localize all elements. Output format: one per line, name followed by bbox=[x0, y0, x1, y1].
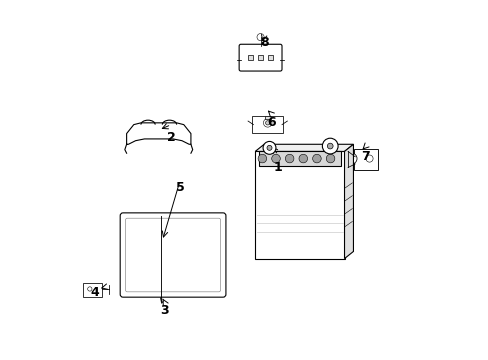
Bar bbox=[257, 55, 263, 60]
Text: 1: 1 bbox=[273, 161, 282, 174]
Circle shape bbox=[265, 121, 269, 125]
Text: 8: 8 bbox=[259, 36, 268, 49]
FancyBboxPatch shape bbox=[252, 116, 283, 133]
Bar bbox=[258, 152, 340, 166]
Circle shape bbox=[325, 154, 334, 163]
Circle shape bbox=[312, 154, 321, 163]
Circle shape bbox=[326, 143, 332, 149]
Text: 3: 3 bbox=[160, 304, 168, 317]
Bar bbox=[267, 55, 273, 60]
Circle shape bbox=[263, 141, 275, 154]
FancyBboxPatch shape bbox=[353, 149, 377, 170]
Polygon shape bbox=[344, 144, 353, 258]
FancyBboxPatch shape bbox=[239, 44, 282, 71]
FancyBboxPatch shape bbox=[255, 152, 344, 258]
Text: 4: 4 bbox=[90, 286, 99, 299]
Text: 2: 2 bbox=[166, 131, 175, 144]
Circle shape bbox=[349, 157, 353, 161]
Text: 5: 5 bbox=[176, 181, 184, 194]
Text: 7: 7 bbox=[361, 150, 369, 163]
Circle shape bbox=[346, 153, 356, 164]
Circle shape bbox=[258, 154, 266, 163]
FancyBboxPatch shape bbox=[120, 213, 225, 297]
Text: 6: 6 bbox=[266, 116, 275, 129]
Circle shape bbox=[87, 287, 92, 291]
Circle shape bbox=[266, 145, 271, 150]
FancyBboxPatch shape bbox=[83, 283, 102, 297]
Circle shape bbox=[257, 33, 264, 41]
Circle shape bbox=[285, 154, 293, 163]
Circle shape bbox=[365, 155, 372, 162]
Circle shape bbox=[271, 154, 280, 163]
Circle shape bbox=[263, 118, 271, 127]
Bar bbox=[264, 116, 270, 119]
Circle shape bbox=[322, 138, 337, 154]
Circle shape bbox=[298, 154, 307, 163]
Polygon shape bbox=[255, 144, 353, 152]
Bar bbox=[247, 55, 253, 60]
